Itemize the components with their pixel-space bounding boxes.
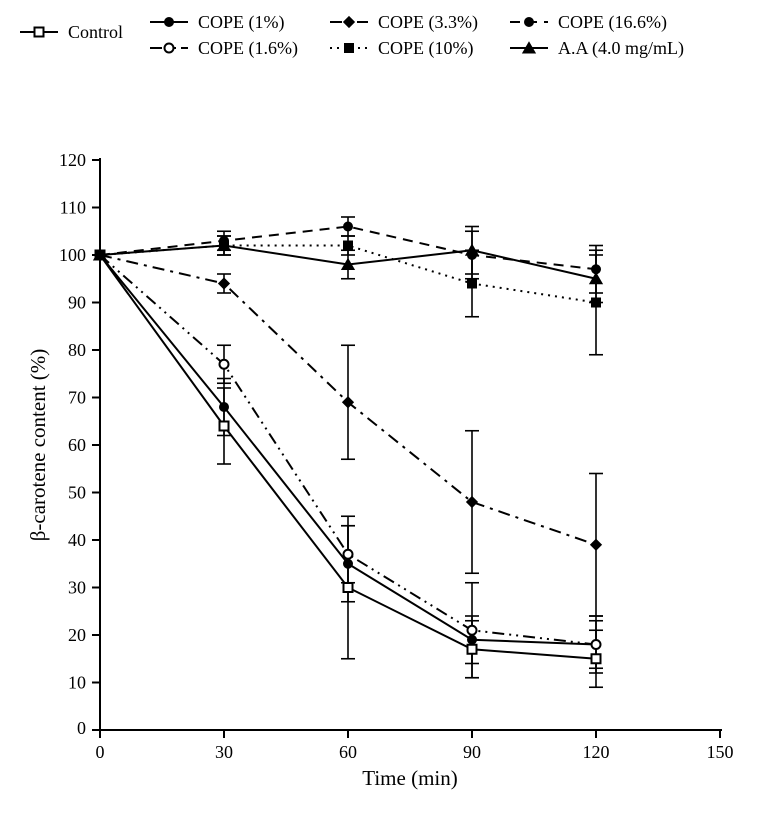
svg-text:40: 40 xyxy=(68,530,86,550)
svg-text:COPE (1.6%): COPE (1.6%) xyxy=(198,38,298,59)
legend: Control COPE (1%) COPE (3.3%) COPE (16.6%) C… xyxy=(20,12,684,59)
svg-text:50: 50 xyxy=(68,483,86,503)
y-axis-label: β-carotene content (%) xyxy=(26,349,50,542)
svg-text:110: 110 xyxy=(60,198,86,218)
svg-text:90: 90 xyxy=(463,742,481,762)
svg-text:A.A (4.0 mg/mL): A.A (4.0 mg/mL) xyxy=(558,38,684,59)
chart-svg: 0 10 20 30 40 50 60 70 80 90 100 110 120 0 30 60 90 120 15… xyxy=(0,0,768,813)
svg-text:COPE (3.3%): COPE (3.3%) xyxy=(378,12,478,33)
plot-area xyxy=(94,217,603,687)
svg-text:120: 120 xyxy=(583,742,610,762)
svg-text:60: 60 xyxy=(68,435,86,455)
svg-text:COPE (10%): COPE (10%) xyxy=(378,38,474,59)
svg-text:120: 120 xyxy=(59,150,86,170)
svg-text:90: 90 xyxy=(68,293,86,313)
svg-text:30: 30 xyxy=(215,742,233,762)
svg-text:COPE (1%): COPE (1%) xyxy=(198,12,285,33)
svg-text:100: 100 xyxy=(59,245,86,265)
beta-carotene-chart: 0 10 20 30 40 50 60 70 80 90 100 110 120 0 30 60 90 120 15… xyxy=(0,0,768,813)
svg-text:70: 70 xyxy=(68,388,86,408)
x-axis-label: Time (min) xyxy=(362,766,457,790)
svg-text:COPE (16.6%): COPE (16.6%) xyxy=(558,12,667,33)
svg-text:150: 150 xyxy=(707,742,734,762)
svg-text:0: 0 xyxy=(77,718,86,738)
axes: 0 10 20 30 40 50 60 70 80 90 100 110 120 0 30 60 90 120 15… xyxy=(26,150,734,790)
svg-text:20: 20 xyxy=(68,625,86,645)
svg-text:30: 30 xyxy=(68,578,86,598)
svg-text:60: 60 xyxy=(339,742,357,762)
svg-text:10: 10 xyxy=(68,673,86,693)
svg-text:Control: Control xyxy=(68,22,123,42)
svg-text:80: 80 xyxy=(68,340,86,360)
svg-text:0: 0 xyxy=(96,742,105,762)
